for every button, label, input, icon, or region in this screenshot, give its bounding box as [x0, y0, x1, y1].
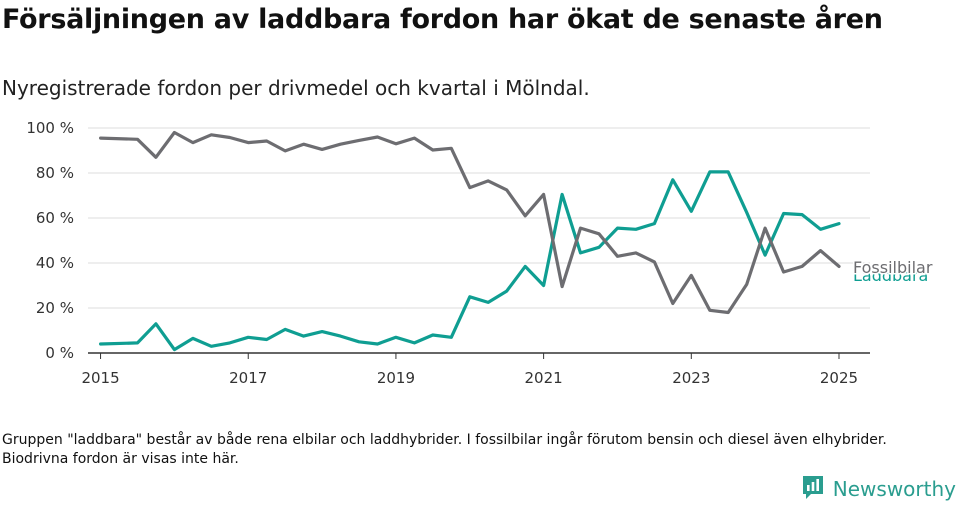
brand-name: Newsworthy [832, 477, 956, 501]
chart-title: Försäljningen av laddbara fordon har öka… [2, 4, 883, 35]
chart-footnote: Gruppen "laddbara" består av både rena e… [2, 432, 887, 467]
series-label-laddbara: Laddbara [853, 266, 928, 285]
y-tick-label: 80 % [36, 164, 74, 182]
gridlines [88, 127, 870, 354]
y-tick-label: 100 % [26, 119, 74, 137]
x-tick-label: 2019 [377, 369, 415, 387]
x-tick-label: 2015 [81, 369, 119, 387]
newsworthy-logo-icon [801, 474, 825, 504]
y-tick-label: 0 % [45, 344, 74, 362]
y-tick-label: 60 % [36, 209, 74, 227]
y-tick-label: 40 % [36, 254, 74, 272]
x-tick-label: 2023 [672, 369, 710, 387]
x-tick-label: 2021 [525, 369, 563, 387]
series-line-fossilbilar [99, 130, 841, 315]
x-tick-label: 2025 [820, 369, 858, 387]
newsworthy-brand[interactable]: Newsworthy [801, 474, 956, 504]
y-axis-ticks: 0 % 20 % 40 % 60 % 80 % 100 % [26, 119, 74, 362]
series-line-laddbara [99, 170, 841, 352]
series-label-fossilbilar: Fossilbilar [853, 258, 933, 277]
chart-subtitle: Nyregistrerade fordon per drivmedel och … [2, 76, 590, 100]
x-axis-ticks: 2015 2017 2019 2021 2023 2025 [81, 353, 858, 387]
x-tick-label: 2017 [229, 369, 267, 387]
y-tick-label: 20 % [36, 299, 74, 317]
series-lines [99, 130, 841, 352]
